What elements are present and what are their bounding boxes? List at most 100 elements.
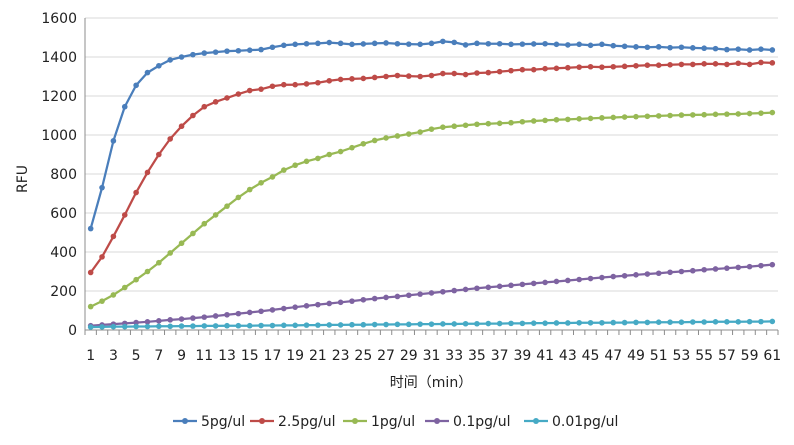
x-tick-label: 43 — [559, 348, 577, 364]
data-point — [246, 87, 253, 94]
data-point — [394, 321, 401, 328]
x-tick-label: 7 — [154, 348, 163, 364]
data-point — [610, 63, 617, 70]
x-tick-label: 29 — [400, 348, 418, 364]
data-point — [133, 323, 139, 330]
data-point — [519, 66, 526, 73]
data-point — [724, 61, 730, 68]
data-point — [246, 322, 253, 329]
data-point — [462, 320, 469, 327]
data-point — [746, 47, 753, 53]
data-point — [689, 112, 696, 118]
data-point — [269, 83, 276, 90]
data-point — [326, 322, 333, 328]
data-point — [99, 184, 105, 191]
data-point — [633, 319, 639, 326]
data-point — [190, 230, 196, 237]
data-point — [621, 43, 628, 50]
data-point — [303, 81, 310, 87]
data-point — [769, 47, 776, 53]
data-point — [292, 322, 298, 329]
data-point — [530, 41, 537, 47]
data-point — [735, 46, 742, 52]
data-point — [167, 323, 174, 330]
data-point — [633, 272, 639, 278]
data-point — [246, 186, 253, 193]
data-point — [485, 69, 492, 76]
data-point — [712, 319, 719, 325]
data-point — [621, 272, 628, 279]
data-point — [224, 203, 230, 209]
legend-swatch-marker — [259, 418, 265, 424]
data-point — [428, 290, 435, 296]
data-point — [485, 284, 492, 291]
data-point — [110, 292, 117, 298]
data-point — [269, 307, 276, 313]
data-point — [292, 162, 298, 169]
data-point — [337, 40, 344, 47]
data-point — [610, 273, 617, 280]
data-point — [417, 321, 423, 327]
data-point — [212, 313, 219, 319]
data-point — [156, 259, 162, 266]
data-point — [224, 95, 230, 101]
data-point — [519, 118, 526, 125]
data-point — [485, 320, 492, 327]
data-point — [212, 323, 219, 329]
data-point — [178, 323, 185, 329]
legend-label: 0.1pg/ul — [453, 414, 511, 430]
legend-item: 0.01pg/ul — [524, 414, 618, 430]
data-point — [496, 320, 503, 327]
data-point — [633, 113, 639, 120]
data-point — [428, 72, 435, 79]
data-point — [519, 41, 526, 47]
data-point — [383, 294, 389, 301]
x-tick-label: 19 — [286, 348, 304, 364]
data-point — [190, 323, 196, 329]
data-point — [156, 62, 162, 69]
series-line — [89, 61, 773, 274]
y-tick-label: 600 — [50, 206, 77, 222]
data-point — [167, 317, 174, 323]
data-point — [144, 268, 151, 275]
data-point — [746, 61, 753, 68]
data-point — [246, 309, 253, 316]
data-point — [712, 45, 719, 52]
data-point — [565, 42, 571, 48]
data-point — [360, 75, 367, 82]
data-point — [758, 262, 764, 269]
data-point — [315, 155, 321, 162]
data-point — [724, 46, 730, 53]
data-point — [190, 51, 196, 58]
data-series — [87, 38, 776, 330]
data-point — [144, 69, 151, 76]
x-tick-label: 21 — [309, 348, 327, 364]
data-point — [576, 276, 582, 283]
data-point — [394, 133, 401, 139]
data-point — [417, 41, 423, 48]
data-point — [599, 41, 605, 48]
data-point — [633, 62, 639, 69]
data-point — [235, 47, 242, 54]
series-0.1pg/ul — [87, 261, 776, 329]
series-2.5pg/ul — [87, 59, 776, 276]
data-point — [678, 319, 685, 326]
data-point — [87, 225, 94, 232]
legend-swatch-marker — [434, 418, 440, 424]
data-point — [451, 123, 458, 130]
x-tick-label: 47 — [604, 348, 622, 364]
data-point — [360, 321, 367, 328]
data-point — [235, 310, 242, 317]
data-point — [530, 66, 537, 73]
data-point — [292, 41, 298, 48]
data-point — [212, 99, 219, 105]
data-point — [371, 40, 378, 47]
data-point — [542, 320, 548, 326]
data-point — [178, 54, 185, 60]
x-tick-label: 33 — [445, 348, 463, 364]
x-tick-label: 57 — [718, 348, 736, 364]
data-point — [87, 324, 94, 330]
data-point — [758, 318, 764, 325]
data-point — [474, 320, 480, 327]
